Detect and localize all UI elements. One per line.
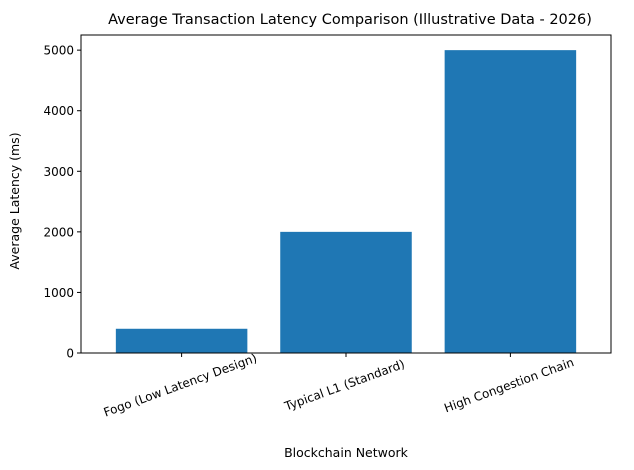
bars-group: [115, 50, 577, 353]
y-axis-ticks: 0 1000 2000 3000 4000 5000: [43, 44, 81, 361]
y-tick-label: 5000: [43, 44, 74, 58]
y-axis-label: Average Latency (ms): [7, 132, 22, 269]
bar-2: [280, 231, 412, 353]
y-tick-label: 4000: [43, 104, 74, 118]
bar-3: [444, 50, 577, 353]
y-tick-label: 1000: [43, 286, 74, 300]
x-axis-label: Blockchain Network: [284, 445, 409, 460]
chart-title: Average Transaction Latency Comparison (…: [108, 12, 592, 28]
y-tick-label: 2000: [43, 225, 74, 239]
bar-1: [115, 328, 248, 353]
y-tick-label: 0: [66, 347, 74, 361]
y-tick-label: 3000: [43, 165, 74, 179]
